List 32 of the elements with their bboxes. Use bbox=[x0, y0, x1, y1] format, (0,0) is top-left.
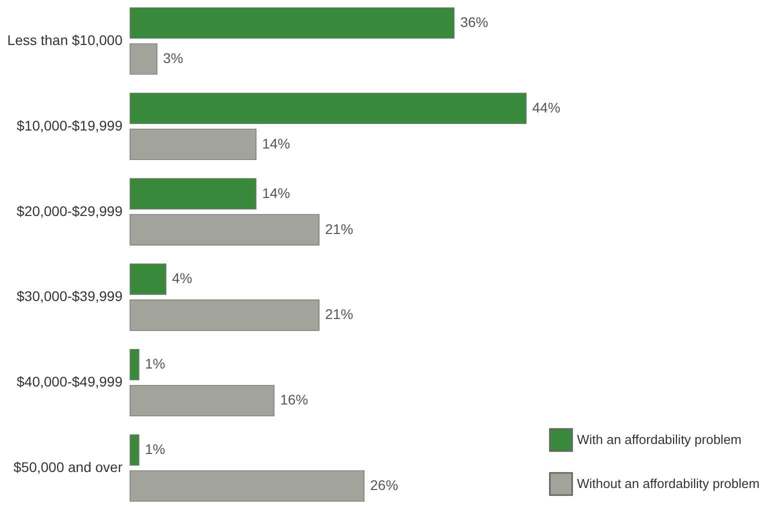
bar bbox=[130, 434, 140, 466]
data-label: 1% bbox=[145, 356, 166, 372]
data-label: 14% bbox=[262, 135, 290, 152]
bar bbox=[130, 178, 256, 210]
bar bbox=[130, 300, 320, 331]
bar bbox=[130, 7, 455, 39]
data-label: 14% bbox=[262, 184, 290, 201]
bar bbox=[130, 214, 320, 246]
y-tick-label: $40,000-$49,999 bbox=[16, 374, 123, 390]
data-label: 1% bbox=[145, 440, 166, 457]
bar bbox=[130, 128, 256, 160]
data-label: 36% bbox=[460, 14, 488, 30]
data-label: 4% bbox=[172, 270, 192, 286]
y-tick-label: $30,000-$39,999 bbox=[16, 288, 123, 304]
bar bbox=[130, 470, 364, 502]
data-label: 21% bbox=[325, 306, 354, 322]
y-tick-label: $10,000-$19,999 bbox=[16, 117, 123, 134]
bar bbox=[130, 92, 527, 124]
y-tick-label: Less than $10,000 bbox=[7, 32, 123, 48]
data-label: 16% bbox=[280, 392, 308, 408]
legend-label: With an affordability problem bbox=[577, 432, 742, 447]
bar bbox=[130, 43, 158, 75]
data-label: 26% bbox=[370, 476, 398, 493]
data-label: 3% bbox=[163, 50, 184, 66]
bar bbox=[130, 384, 274, 416]
bar bbox=[130, 348, 140, 380]
bar bbox=[130, 264, 166, 295]
y-tick-label: $20,000-$29,999 bbox=[16, 202, 123, 219]
data-label: 44% bbox=[532, 99, 560, 116]
legend-label: Without an affordability problem bbox=[577, 476, 760, 491]
data-label: 21% bbox=[325, 220, 354, 237]
y-tick-label: $50,000 and over bbox=[14, 458, 123, 475]
